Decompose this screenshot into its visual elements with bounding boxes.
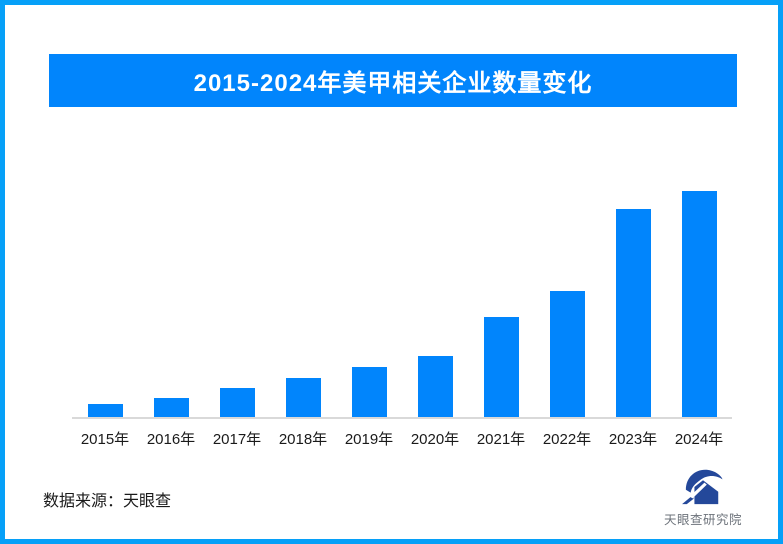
bar-2019年 [351, 367, 387, 417]
bar-2023年 [615, 209, 651, 417]
bar-2024年 [681, 191, 717, 417]
data-source-note: 数据来源：天眼查 [43, 493, 172, 510]
x-tick-label: 2024年 [674, 431, 724, 448]
x-tick-label: 2019年 [344, 431, 394, 448]
bar-2016年 [153, 398, 189, 417]
bar-column [270, 150, 336, 417]
x-tick-label: 2015年 [80, 431, 130, 448]
bar-column [72, 150, 138, 417]
bar-column [402, 150, 468, 417]
bar-2017年 [219, 388, 255, 417]
x-tick-label: 2023年 [608, 431, 658, 448]
x-tick-label: 2016年 [146, 431, 196, 448]
chart-title: 2015-2024年美甲相关企业数量变化 [193, 70, 593, 97]
chart-title-banner: 2015-2024年美甲相关企业数量变化 [49, 54, 737, 107]
bar-column [336, 150, 402, 417]
brand-logo-text: 天眼查研究院 [663, 513, 742, 527]
bar-2015年 [87, 404, 123, 417]
x-tick-label: 2022年 [542, 431, 592, 448]
x-tick-label: 2021年 [476, 431, 526, 448]
x-tick-label: 2018年 [278, 431, 328, 448]
bar-column [666, 150, 732, 417]
bar-2022年 [549, 291, 585, 417]
bar-column [534, 150, 600, 417]
bar-column [138, 150, 204, 417]
bar-column [204, 150, 270, 417]
x-tick-label: 2017年 [212, 431, 262, 448]
bar-2018年 [285, 378, 321, 417]
bar-column [468, 150, 534, 417]
bar-column [600, 150, 666, 417]
bar-2020年 [417, 356, 453, 417]
tianyancha-logo-icon [682, 469, 723, 505]
brand-logo: 天眼查研究院 [653, 466, 753, 528]
x-tick-label: 2020年 [410, 431, 460, 448]
bar-chart-plot-area [72, 150, 732, 419]
x-axis-labels: 2015年 2016年 2017年 2018年 2019年 2020年 2021年 2022年… [72, 428, 732, 449]
bar-2021年 [483, 317, 519, 417]
